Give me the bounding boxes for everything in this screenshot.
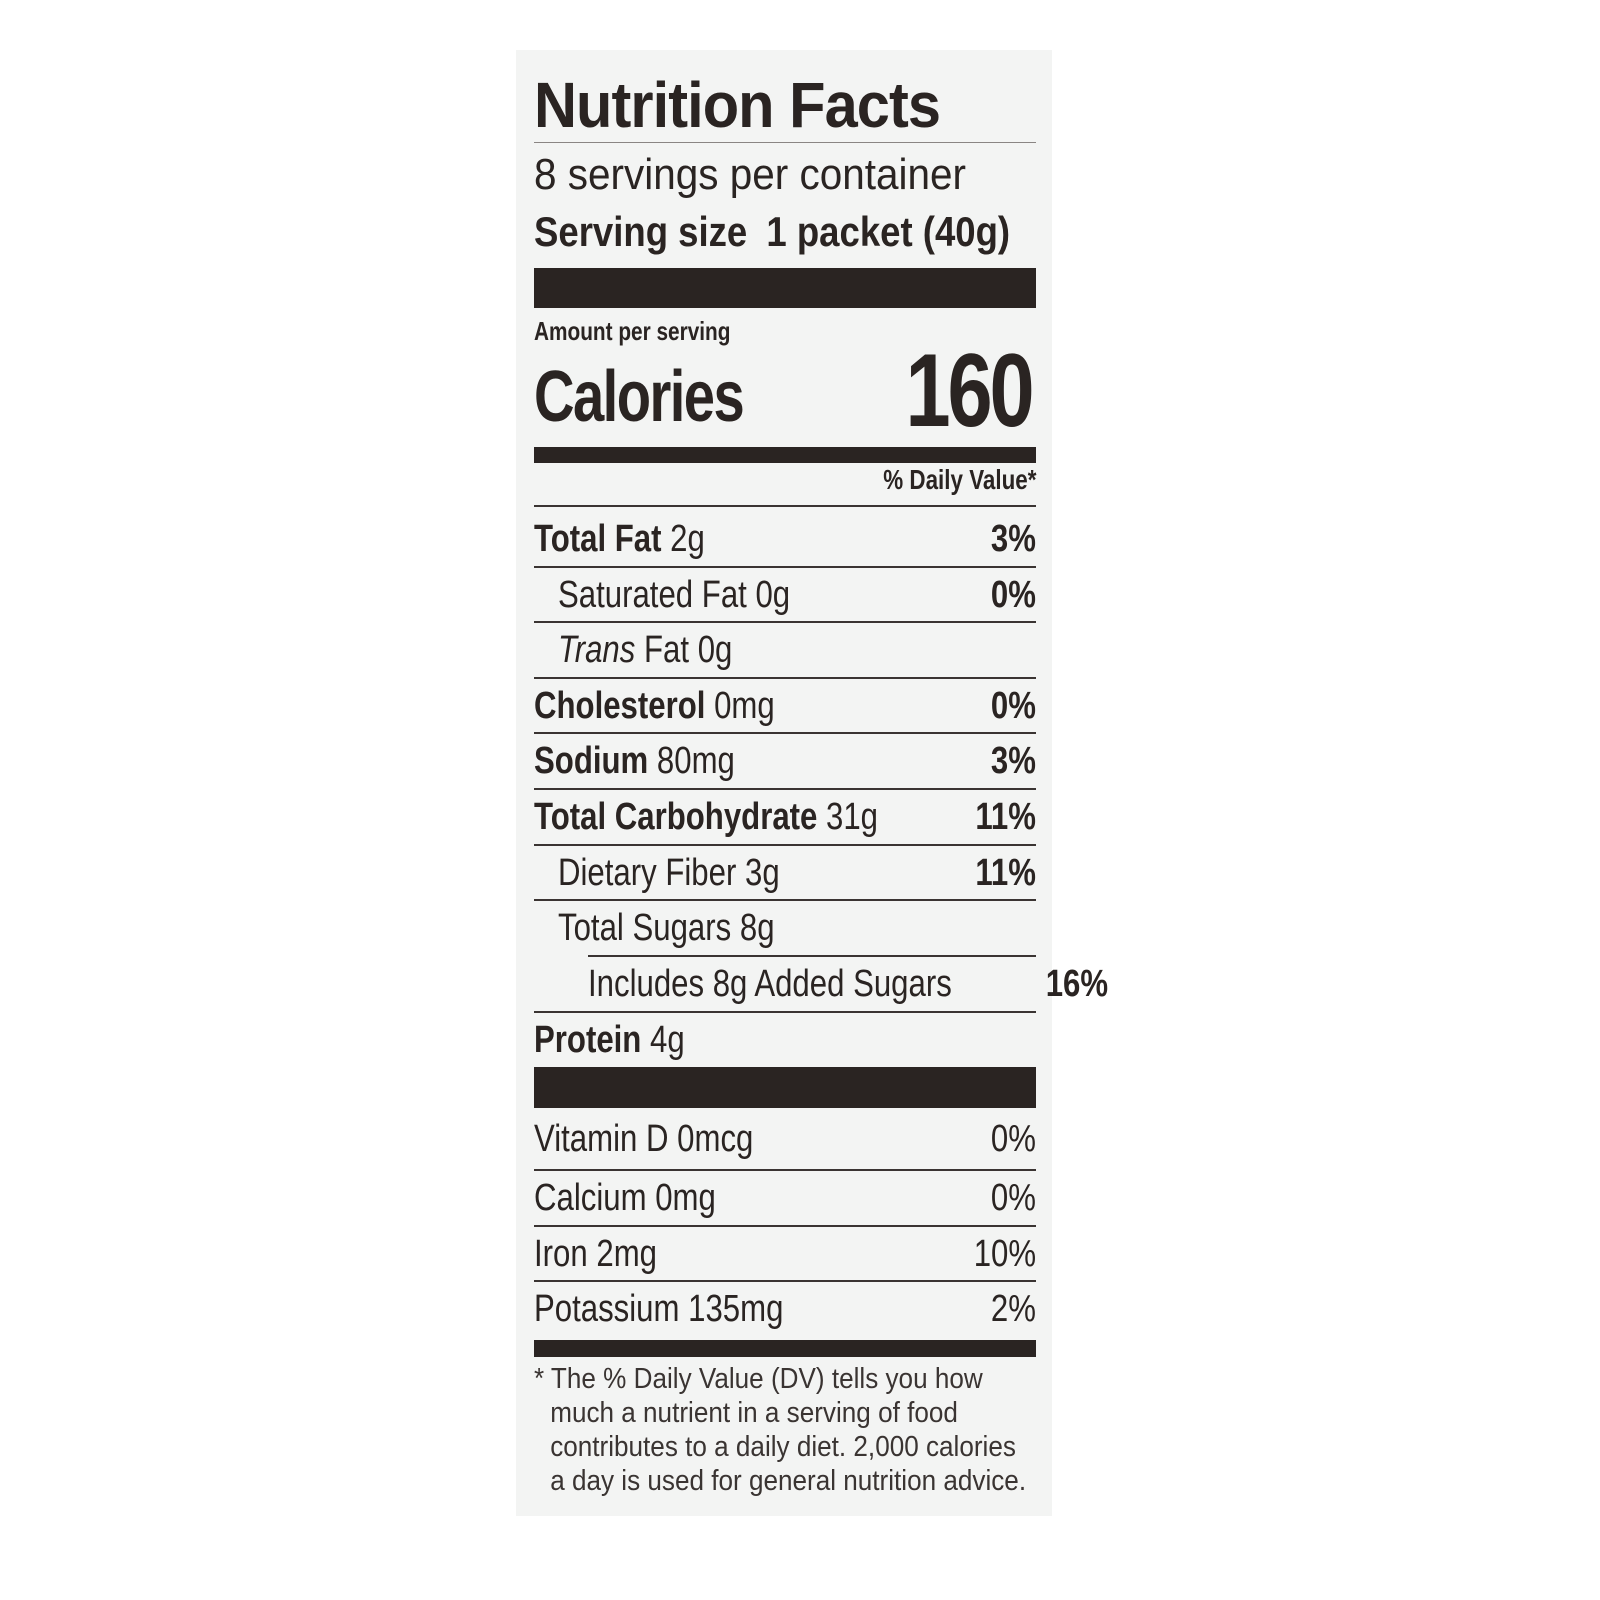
- vitamin-row: Vitamin D 0mcg 0%: [534, 1118, 1036, 1160]
- vitamin-row: Iron 2mg 10%: [534, 1233, 1036, 1275]
- label-title: Nutrition Facts: [534, 69, 941, 141]
- vitamin-row: Calcium 0mg 0%: [534, 1177, 1036, 1219]
- amount-per-serving: Amount per serving: [534, 316, 731, 346]
- divider: [534, 505, 1036, 507]
- serving-size-label: Serving size: [534, 208, 748, 255]
- nutrient-row: Sodium 80mg 3%: [534, 740, 1036, 782]
- divider: [534, 142, 1036, 143]
- nutrient-row: Cholesterol 0mg 0%: [534, 685, 1036, 727]
- thick-divider: [534, 447, 1036, 463]
- nutrient-row: Includes 8g Added Sugars 16%: [588, 963, 1108, 1005]
- thick-divider: [534, 268, 1036, 308]
- thick-divider: [534, 1340, 1036, 1357]
- nutrient-row: Saturated Fat 0g 0%: [558, 574, 1036, 616]
- nutrition-facts-label: Nutrition Facts 8 servings per container…: [516, 50, 1108, 1516]
- calories-label: Calories: [534, 357, 745, 437]
- nutrient-row: Trans Fat 0g: [558, 629, 733, 671]
- nutrient-row: Total Fat 2g 3%: [534, 518, 1036, 560]
- calories-value: 160: [906, 333, 1035, 449]
- thick-divider: [534, 1067, 1036, 1108]
- nutrient-row: Total Carbohydrate 31g 11%: [534, 796, 1036, 838]
- serving-size-value: 1 packet (40g): [766, 208, 1011, 255]
- nutrient-row: Dietary Fiber 3g 11%: [558, 852, 1036, 894]
- serving-size: Serving size 1 packet (40g): [534, 208, 1010, 256]
- daily-value-footnote: * The % Daily Value (DV) tells you how m…: [534, 1363, 1027, 1497]
- daily-value-header: % Daily Value*: [882, 464, 1036, 495]
- nutrient-row: Protein 4g: [534, 1019, 685, 1061]
- servings-per-container: 8 servings per container: [534, 150, 967, 199]
- nutrient-row: Total Sugars 8g: [558, 907, 775, 949]
- vitamin-row: Potassium 135mg 2%: [534, 1288, 1036, 1330]
